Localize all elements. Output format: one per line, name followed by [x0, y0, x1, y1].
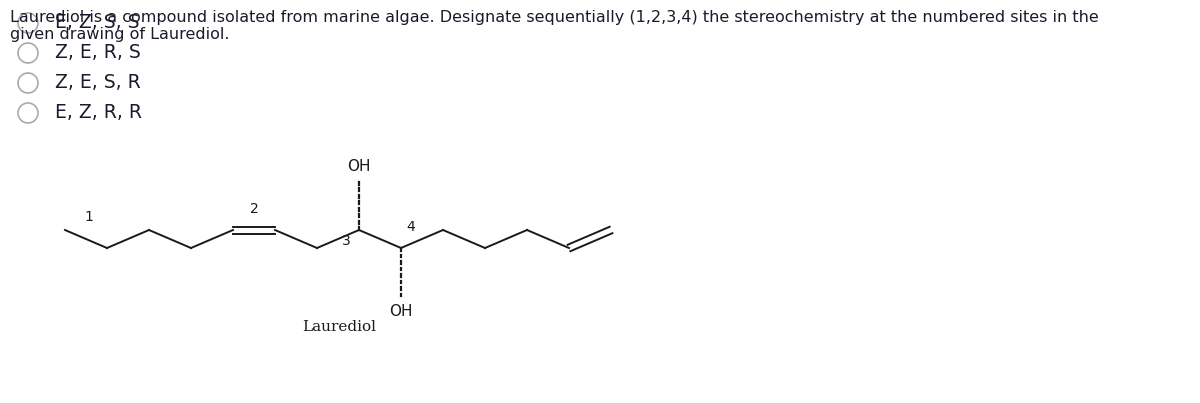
Text: Z, E, S, R: Z, E, S, R — [55, 73, 140, 93]
Text: OH: OH — [347, 159, 371, 174]
Text: 1: 1 — [84, 210, 94, 224]
Text: Z, E, R, S: Z, E, R, S — [55, 44, 140, 62]
Text: E, Z, R, R: E, Z, R, R — [55, 104, 142, 123]
Text: Laurediol: Laurediol — [302, 320, 376, 334]
Text: given drawing of Laurediol.: given drawing of Laurediol. — [10, 27, 229, 42]
Text: 2: 2 — [250, 202, 258, 216]
Text: E, Z, S, S: E, Z, S, S — [55, 13, 139, 33]
Text: 3: 3 — [342, 234, 352, 248]
Text: 4: 4 — [406, 220, 415, 234]
Text: OH: OH — [389, 304, 413, 319]
Text: Laurediol is a compound isolated from marine algae. Designate sequentially (1,2,: Laurediol is a compound isolated from ma… — [10, 10, 1099, 25]
